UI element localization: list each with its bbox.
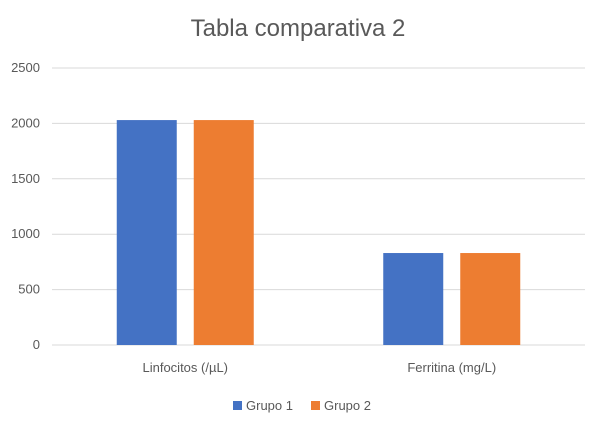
legend: Grupo 1 Grupo 2 bbox=[233, 398, 371, 413]
bar-2-2 bbox=[460, 253, 521, 345]
y-tick-label: 1000 bbox=[11, 226, 40, 241]
x-category-label: Ferritina (mg/L) bbox=[407, 360, 496, 375]
bar-2-1 bbox=[193, 120, 254, 346]
x-category-label: Linfocitos (/µL) bbox=[142, 360, 228, 375]
bar-1-1 bbox=[116, 120, 177, 346]
y-tick-label: 0 bbox=[33, 337, 40, 352]
y-axis-ticks: 0 500 1000 1500 2000 2500 bbox=[11, 60, 40, 352]
legend-label: Grupo 1 bbox=[246, 398, 293, 413]
bar-1-2 bbox=[383, 253, 444, 345]
y-tick-label: 500 bbox=[18, 282, 40, 297]
y-tick-label: 2000 bbox=[11, 115, 40, 130]
legend-swatch bbox=[233, 401, 242, 410]
x-axis-categories: Linfocitos (/µL) Ferritina (mg/L) bbox=[142, 360, 496, 375]
bars bbox=[116, 120, 521, 346]
legend-swatch bbox=[311, 401, 320, 410]
y-tick-label: 2500 bbox=[11, 60, 40, 75]
chart-title: Tabla comparativa 2 bbox=[191, 15, 406, 42]
legend-label: Grupo 2 bbox=[324, 398, 371, 413]
y-tick-label: 1500 bbox=[11, 171, 40, 186]
